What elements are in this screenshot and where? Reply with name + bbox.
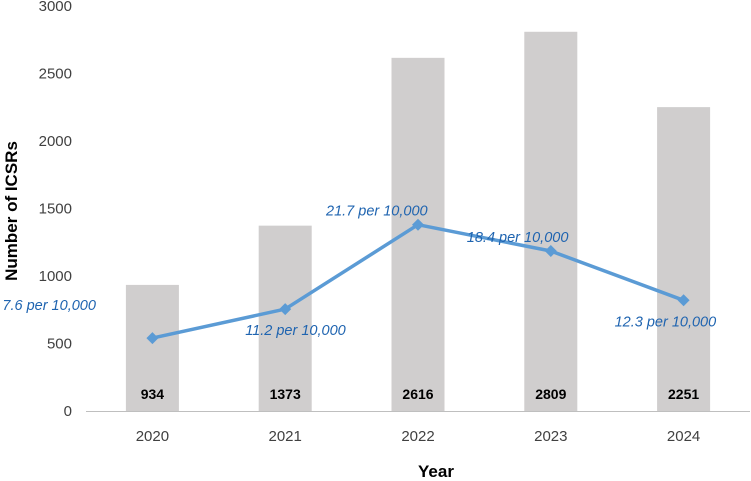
bar	[258, 225, 312, 411]
y-tick-label: 1500	[39, 201, 72, 218]
x-tick-label: 2020	[136, 428, 169, 445]
y-tick-label: 2500	[39, 66, 72, 83]
x-tick-label: 2023	[534, 428, 567, 445]
bar-value-label: 2251	[668, 386, 699, 402]
y-tick-label: 0	[64, 403, 72, 420]
bar-series	[125, 31, 711, 412]
x-axis-title: Year	[418, 462, 454, 481]
x-tick-label: 2024	[667, 428, 700, 445]
rate-label: 11.2 per 10,000	[245, 323, 346, 339]
rate-label: 12.3 per 10,000	[615, 314, 717, 330]
x-axis-ticks: 2020 2021 2022 2023 2024	[136, 428, 701, 445]
rate-marker	[412, 218, 424, 231]
y-tick-label: 2000	[39, 133, 72, 150]
x-tick-label: 2022	[401, 428, 434, 445]
y-tick-label: 1000	[39, 268, 72, 285]
bar-value-labels: 934 1373 2616 2809 2251	[141, 386, 700, 402]
rate-line-series	[146, 218, 690, 345]
rate-label: 7.6 per 10,000	[2, 298, 96, 314]
rate-marker	[279, 303, 292, 316]
y-axis-title: Number of ICSRs	[2, 141, 21, 281]
y-tick-label: 500	[47, 336, 72, 353]
rate-label: 21.7 per 10,000	[325, 204, 428, 220]
bar	[524, 31, 578, 411]
bar-value-label: 934	[141, 386, 165, 402]
rate-marker	[544, 245, 557, 258]
rate-labels: 7.6 per 10,000 11.2 per 10,000 21.7 per 10…	[2, 204, 716, 339]
bar-value-label: 2809	[535, 386, 566, 402]
bar	[125, 284, 179, 411]
y-tick-label: 3000	[39, 0, 72, 15]
rate-marker	[146, 332, 159, 345]
bar-value-label: 1373	[270, 386, 301, 402]
rate-marker	[677, 294, 690, 307]
bar-value-label: 2616	[402, 386, 433, 402]
y-axis-ticks: 0 500 1000 1500 2000 2500 3000	[39, 0, 72, 420]
x-tick-label: 2021	[269, 428, 302, 445]
bar	[657, 107, 711, 412]
rate-label: 18.4 per 10,000	[467, 230, 569, 246]
